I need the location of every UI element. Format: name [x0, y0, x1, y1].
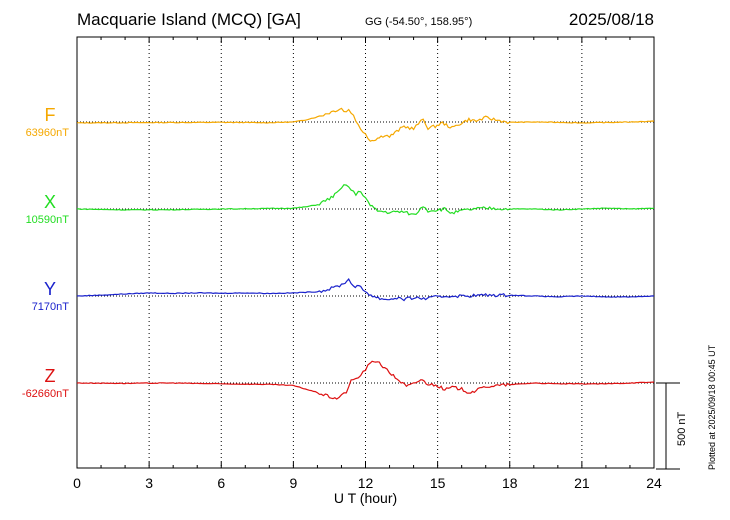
x-tick-label: 6	[217, 475, 225, 491]
scale-bar-label: 500 nT	[676, 411, 688, 446]
x-tick-label: 24	[646, 475, 662, 491]
x-axis-label: U T (hour)	[334, 490, 397, 506]
series-baseline-z: -62660nT	[22, 388, 69, 400]
series-line-z	[76, 360, 654, 400]
series-name-y: Y	[44, 279, 56, 299]
plotted-at-note: Plotted at 2025/09/18 00:45 UT	[707, 344, 717, 470]
series-line-f	[76, 107, 655, 142]
series-name-x: X	[44, 192, 56, 212]
chart-date: 2025/08/18	[568, 10, 654, 29]
x-tick-label: 18	[502, 475, 518, 491]
x-tick-label: 15	[430, 475, 446, 491]
series-baseline-x: 10590nT	[26, 214, 70, 226]
x-tick-label: 12	[358, 475, 374, 491]
x-tick-label: 21	[574, 475, 590, 491]
series-line-x	[77, 184, 655, 216]
series-baseline-f: 63960nT	[26, 127, 70, 139]
series-baseline-y: 7170nT	[32, 301, 70, 313]
x-tick-label: 0	[73, 475, 81, 491]
series-line-y	[76, 277, 655, 302]
x-tick-label: 3	[145, 475, 153, 491]
series-name-f: F	[45, 105, 56, 125]
station-coordinates: GG (-54.50°, 158.95°)	[365, 16, 473, 28]
series-name-z: Z	[45, 366, 56, 386]
chart-title: Macquarie Island (MCQ) [GA]	[77, 10, 301, 29]
x-tick-label: 9	[289, 475, 297, 491]
